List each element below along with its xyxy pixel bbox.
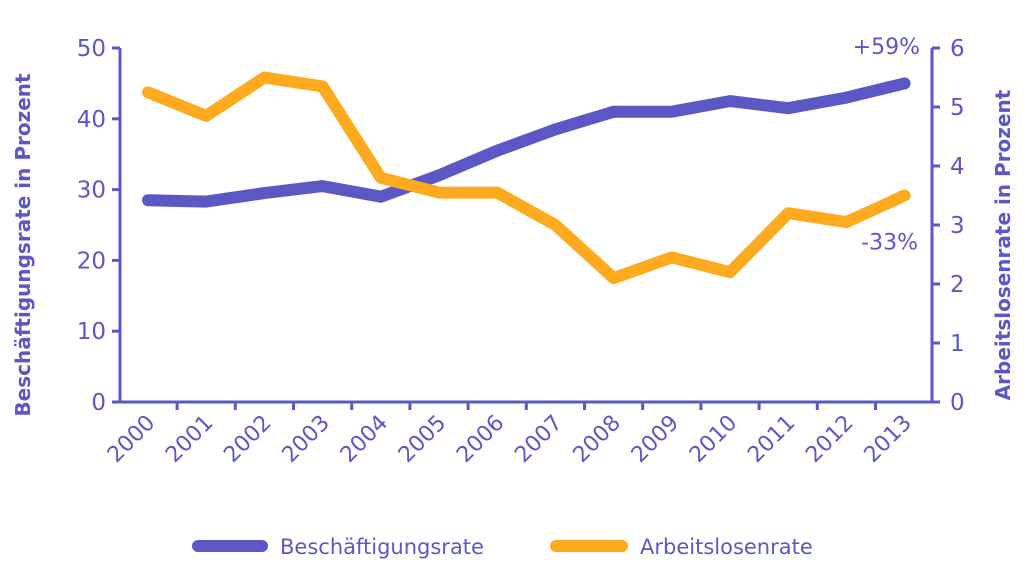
employment-data-point	[143, 195, 153, 206]
x-tick-label: 2009	[627, 411, 684, 468]
unemployment-data-point	[899, 190, 910, 201]
unemployment-data-point	[550, 220, 561, 230]
left-tick-label: 50	[77, 36, 106, 62]
right-tick-label: 3	[950, 213, 965, 239]
x-tick-label: 2008	[569, 411, 626, 468]
right-tick-label: 0	[950, 390, 965, 416]
employment-data-point	[259, 188, 270, 199]
left-tick-label: 10	[77, 319, 106, 345]
employment-series-line	[142, 77, 911, 208]
employment-legend-label: Beschäftigungsrate	[280, 535, 484, 559]
employment-data-point	[725, 96, 735, 107]
employment-data-point	[899, 78, 910, 89]
employment-change-annotation: +59%	[853, 35, 920, 60]
right-axis-title: Arbeitslosenrate in Prozent	[991, 89, 1015, 400]
employment-data-point	[434, 170, 444, 181]
employment-data-point	[841, 92, 852, 103]
x-tick-label: 2007	[510, 411, 567, 468]
unemployment-series-line	[142, 71, 911, 285]
left-tick-label: 20	[77, 248, 106, 274]
unemployment-change-annotation: -33%	[861, 231, 918, 256]
unemployment-data-point	[201, 110, 212, 121]
x-tick-label: 2002	[219, 411, 276, 468]
unemployment-data-point	[492, 187, 503, 198]
x-tick-label: 2001	[161, 411, 218, 468]
employment-data-point	[666, 106, 677, 117]
x-tick-label: 2004	[336, 411, 393, 468]
employment-data-point	[201, 196, 212, 207]
employment-data-point	[550, 124, 561, 135]
x-tick-label: 2012	[801, 411, 858, 468]
left-axis-title: Beschäftigungsrate in Prozent	[11, 73, 35, 417]
right-tick-label: 6	[950, 36, 965, 62]
right-tick-label: 2	[950, 272, 965, 298]
x-tick-label: 2013	[860, 411, 917, 468]
right-tick-label: 5	[950, 95, 965, 121]
unemployment-data-point	[434, 187, 444, 198]
x-tick-label: 2006	[452, 411, 509, 468]
unemployment-data-point	[725, 267, 735, 278]
employment-data-point	[492, 145, 503, 156]
employment-data-point	[608, 106, 619, 117]
unemployment-data-point	[375, 172, 386, 183]
x-tick-label: 2011	[743, 411, 800, 468]
left-tick-label: 40	[77, 107, 106, 133]
chart-labels: Beschäftigungsrate in Prozent Arbeitslose…	[11, 35, 1015, 417]
series-lines	[142, 71, 911, 285]
employment-data-point	[783, 103, 794, 114]
left-tick-label: 0	[91, 390, 106, 416]
unemployment-data-point	[666, 252, 677, 263]
x-tick-label: 2010	[685, 411, 742, 468]
employment-data-point	[317, 181, 328, 192]
x-tick-label: 2005	[394, 411, 451, 468]
x-tick-label: 2000	[103, 411, 160, 468]
employment-data-point	[375, 191, 386, 202]
left-tick-label: 30	[77, 178, 106, 204]
right-tick-label: 1	[950, 331, 965, 357]
unemployment-data-point	[608, 273, 619, 284]
unemployment-data-point	[841, 217, 852, 228]
unemployment-data-point	[317, 81, 328, 92]
unemployment-data-point	[783, 208, 794, 219]
unemployment-legend-label: Arbeitslosenrate	[640, 535, 813, 559]
right-tick-label: 4	[950, 154, 965, 180]
unemployment-data-point	[259, 72, 270, 83]
legend: Beschäftigungsrate Arbeitslosenrate	[192, 535, 813, 559]
x-tick-label: 2003	[278, 411, 335, 468]
unemployment-data-point	[143, 87, 153, 98]
